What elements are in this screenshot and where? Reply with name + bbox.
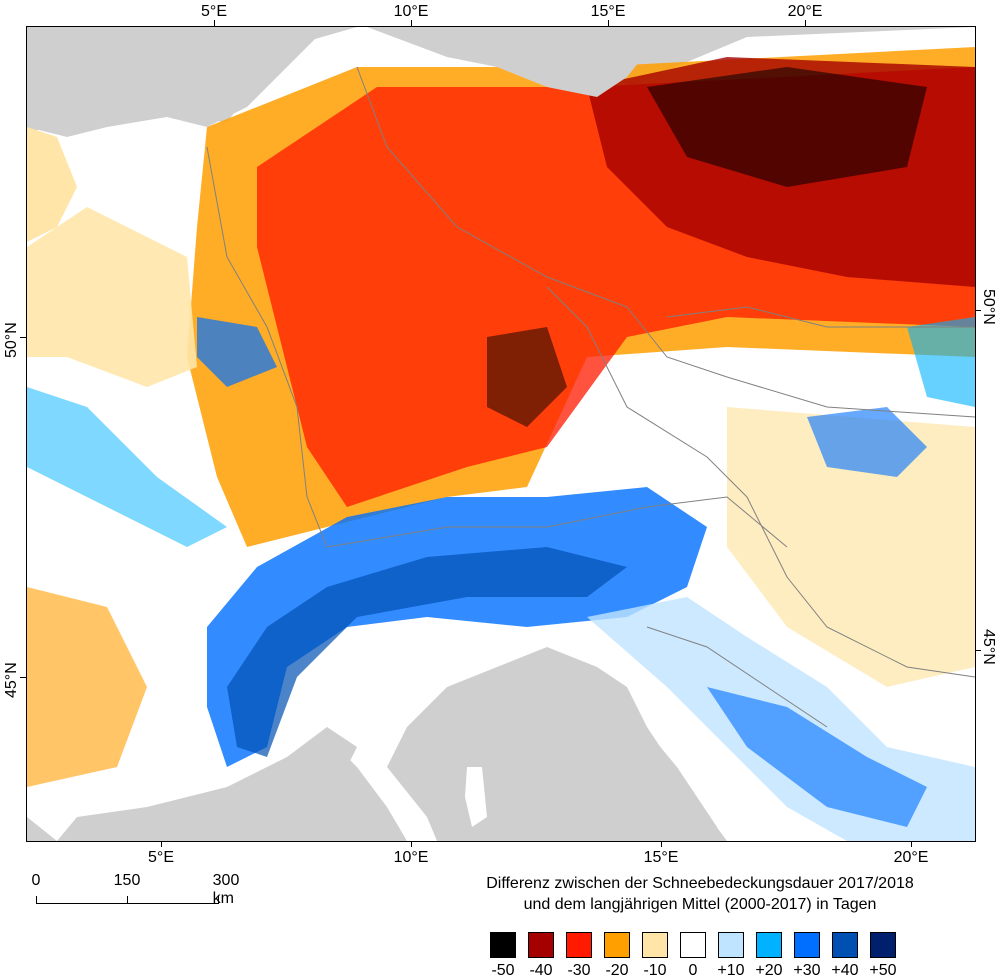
legend-swatch bbox=[566, 932, 592, 958]
scale-tick bbox=[127, 896, 128, 904]
zone-minus-50-b bbox=[487, 327, 567, 427]
legend-swatch bbox=[490, 932, 516, 958]
carpathian-plus-30 bbox=[807, 407, 927, 477]
legend-swatch bbox=[528, 932, 554, 958]
scale-label-150: 150 bbox=[113, 872, 141, 889]
lon-label-bottom: 10°E bbox=[393, 849, 429, 866]
tick-bottom-20e bbox=[911, 841, 912, 847]
legend-swatch bbox=[756, 932, 782, 958]
uk-land bbox=[27, 127, 77, 242]
lon-label-bottom: 20°E bbox=[893, 849, 929, 866]
lon-label-top: 20°E bbox=[787, 3, 823, 20]
legend-label: +40 bbox=[831, 962, 859, 979]
scale-label-300: 300 km bbox=[212, 872, 240, 907]
lat-label-left: 45°N bbox=[3, 662, 20, 698]
alps-plus-40 bbox=[227, 547, 627, 757]
legend-swatch bbox=[832, 932, 858, 958]
tick-left-50n bbox=[20, 337, 26, 338]
legend-swatch bbox=[794, 932, 820, 958]
tick-bottom-5e bbox=[161, 841, 162, 847]
lon-label-top: 10°E bbox=[393, 3, 429, 20]
lat-label-right: 50°N bbox=[980, 289, 997, 325]
lon-label-top: 5°E bbox=[201, 3, 227, 20]
legend-swatch bbox=[642, 932, 668, 958]
west-plus-30 bbox=[197, 317, 277, 387]
tick-bottom-15e bbox=[661, 841, 662, 847]
zone-minus-10-south bbox=[727, 407, 975, 687]
lat-label-right: 45°N bbox=[980, 629, 997, 665]
tick-bottom-10e bbox=[411, 841, 412, 847]
lon-label-bottom: 15°E bbox=[643, 849, 679, 866]
tick-right-45n bbox=[975, 650, 981, 651]
legend-label: -50 bbox=[491, 962, 515, 979]
scale-tick bbox=[36, 896, 37, 904]
legend-label: +20 bbox=[755, 962, 783, 979]
legend-title-line2: und dem langjährigen Mittel (2000-2017) … bbox=[523, 896, 877, 913]
legend-swatch bbox=[680, 932, 706, 958]
ligurian-sea bbox=[287, 727, 357, 787]
legend-label: -10 bbox=[643, 962, 667, 979]
legend-label: +10 bbox=[717, 962, 745, 979]
lon-label-bottom: 5°E bbox=[148, 849, 174, 866]
balkan-plus-30 bbox=[707, 687, 927, 827]
legend-label: +50 bbox=[869, 962, 897, 979]
legend-label: -20 bbox=[605, 962, 629, 979]
map-raster bbox=[27, 27, 975, 841]
scale-tick bbox=[218, 896, 219, 904]
tick-right-50n bbox=[975, 310, 981, 311]
island bbox=[465, 767, 487, 827]
snow-cover-difference-map bbox=[26, 26, 976, 842]
zone-minus-10-west bbox=[27, 207, 197, 387]
scale-bar: 0 150 300 km bbox=[32, 872, 240, 912]
zone-minus-50 bbox=[647, 67, 927, 187]
tick-top-5e bbox=[214, 20, 215, 26]
legend-title-line1: Differenz zwischen der Schneebedeckungsd… bbox=[486, 875, 914, 892]
lon-label-top: 15°E bbox=[590, 3, 626, 20]
country-borders bbox=[206, 66, 975, 728]
tick-top-10e bbox=[411, 20, 412, 26]
legend: Differenz zwischen der Schneebedeckungsd… bbox=[420, 872, 990, 979]
zone-minus-20-sw bbox=[27, 587, 147, 787]
legend-swatch bbox=[718, 932, 744, 958]
legend-label: +30 bbox=[793, 962, 821, 979]
legend-label: -40 bbox=[529, 962, 553, 979]
tick-top-15e bbox=[608, 20, 609, 26]
tick-top-20e bbox=[805, 20, 806, 26]
scale-label-0: 0 bbox=[31, 872, 41, 889]
legend-swatch bbox=[604, 932, 630, 958]
east-plus-20 bbox=[907, 317, 975, 407]
adriatic-sea bbox=[507, 667, 717, 841]
lat-label-left: 50°N bbox=[3, 322, 20, 358]
legend-label: -30 bbox=[567, 962, 591, 979]
north-sea bbox=[27, 27, 327, 137]
legend-swatch bbox=[870, 932, 896, 958]
baltic-sea bbox=[367, 27, 667, 97]
tick-left-45n bbox=[20, 677, 26, 678]
west-plus-20 bbox=[27, 387, 227, 547]
legend-label: 0 bbox=[688, 962, 698, 979]
